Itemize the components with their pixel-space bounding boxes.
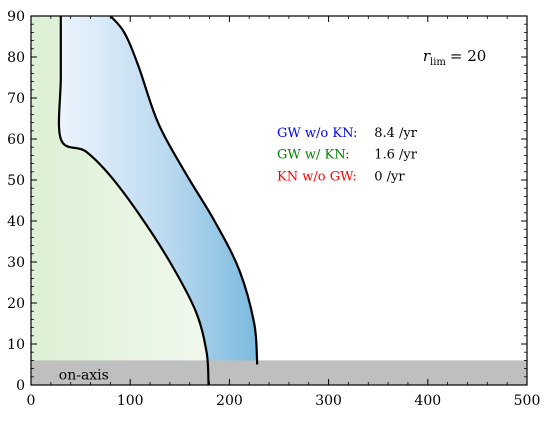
on-axis-label: on-axis [59, 367, 109, 383]
x-tick-label: 500 [514, 393, 541, 409]
plot-frame [30, 15, 528, 386]
x-tick-label: 300 [315, 393, 342, 409]
gw-without-kn-density [58, 16, 258, 385]
r-lim-label: rlim = 20 [423, 47, 487, 68]
on-axis-band [31, 360, 527, 385]
y-tick-label: 70 [7, 91, 25, 107]
y-tick-label: 50 [7, 173, 25, 189]
rate-value: 8.4 /yr [374, 126, 418, 141]
y-tick-label: 80 [7, 50, 25, 66]
rate-value: 1.6 /yr [374, 148, 418, 163]
y-tick-label: 20 [7, 296, 25, 312]
outer-contour [109, 16, 259, 365]
rate-annotations: GW w/o KN: 8.4 /yr GW w/ KN: 1.6 /yr KN w/o … [277, 126, 418, 184]
rate-label: KN w/o GW: [277, 169, 357, 184]
x-tick-label: 0 [27, 393, 36, 409]
y-tick-label: 0 [16, 378, 25, 394]
rate-value: 0 /yr [374, 169, 405, 184]
rate-label: GW w/o KN: [277, 126, 357, 141]
y-tick-label: 10 [7, 337, 25, 353]
x-tick-label: 100 [117, 393, 144, 409]
inner-contour [57, 16, 210, 385]
y-tick-label: 40 [7, 214, 25, 230]
y-tick-label: 90 [7, 9, 25, 25]
y-tick-label: 60 [7, 132, 25, 148]
x-tick-label: 200 [216, 393, 243, 409]
x-tick-label: 400 [414, 393, 441, 409]
rate-label: GW w/ KN: [277, 148, 350, 163]
y-tick-label: 30 [7, 255, 25, 271]
gw-with-kn-density [31, 16, 209, 385]
axis-tick-labels: 0 100 200 300 400 500 0 10 20 30 40 50 60 70 80 90 [7, 9, 540, 409]
